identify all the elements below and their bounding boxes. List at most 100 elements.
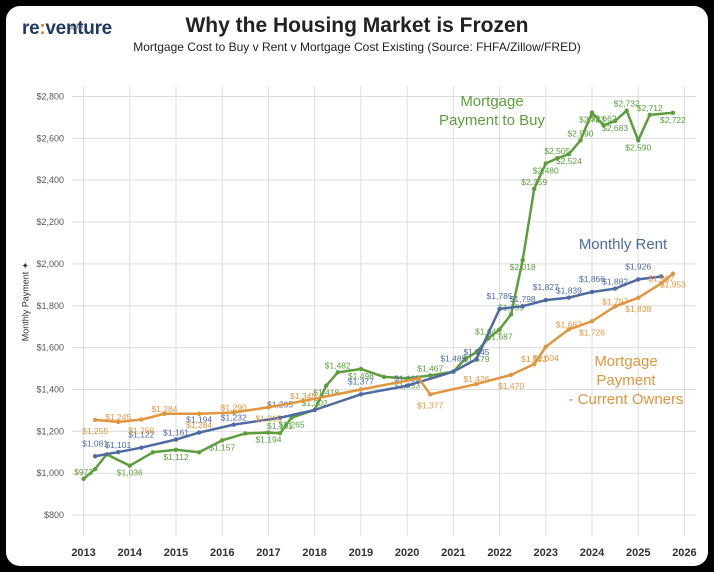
data-point-rent: [566, 295, 572, 300]
data-label-rent: $1,161: [163, 428, 189, 438]
data-point-rent: [497, 306, 502, 312]
data-point-rent: [92, 454, 98, 459]
y-tick-label: $2,200: [36, 217, 64, 227]
data-label-existing: $1,797: [602, 296, 628, 306]
data-point-rent: [659, 274, 664, 279]
data-label-buy: $2,723: [579, 115, 605, 125]
data-point-buy: [358, 366, 364, 372]
data-label-existing: $1,290: [221, 403, 247, 413]
data-label-buy: $2,359: [521, 177, 547, 187]
y-tick-label: $2,000: [36, 259, 64, 269]
data-point-buy: [381, 374, 387, 380]
data-point-existing: [566, 327, 572, 332]
data-label-rent: $1,785: [487, 291, 513, 301]
data-point-existing: [670, 271, 676, 276]
data-point-buy: [474, 349, 479, 355]
data-point-existing: [543, 344, 548, 349]
data-point-existing: [116, 419, 121, 425]
x-tick-label: 2024: [580, 547, 605, 559]
data-point-buy: [243, 431, 248, 436]
x-tick-label: 2026: [672, 547, 696, 559]
data-label-rent: $1,377: [348, 376, 374, 386]
data-label-buy: $2,524: [556, 156, 582, 166]
data-label-rent: $1,418: [394, 374, 420, 384]
x-tick-label: 2013: [71, 547, 95, 559]
logo-word-symbol: :: [39, 18, 46, 39]
data-label-buy: $2,505: [544, 146, 570, 156]
data-label-rent: $1,866: [579, 274, 605, 284]
x-tick-label: 2020: [395, 547, 419, 559]
data-point-rent: [520, 303, 525, 309]
chart-frame: re:venture APP Why the Housing Market is…: [6, 6, 708, 566]
data-point-buy: [150, 450, 156, 455]
data-label-buy: $1,157: [209, 442, 235, 452]
data-label-buy: $1,302: [302, 398, 328, 408]
data-point-buy: [532, 186, 537, 191]
data-label-rent: $1,545: [463, 347, 489, 357]
y-tick-label: $2,800: [36, 91, 64, 101]
data-point-existing: [266, 405, 271, 410]
data-label-buy: $2,712: [637, 103, 663, 113]
x-tick-label: 2018: [302, 547, 326, 559]
data-point-existing: [231, 410, 236, 415]
data-label-buy: $2,590: [567, 128, 593, 138]
data-label-existing: $1,521: [521, 354, 547, 364]
data-point-rent: [173, 437, 179, 442]
data-point-existing: [428, 392, 433, 397]
data-label-rent: $1,081: [82, 438, 108, 448]
data-point-buy: [566, 152, 572, 157]
data-label-buy: $2,662: [591, 113, 617, 123]
series-annotation-existing: - Current Owners: [568, 391, 683, 408]
data-label-existing: $1,838: [625, 304, 651, 314]
data-label-existing: $1,315: [255, 413, 281, 423]
data-point-rent: [451, 369, 456, 374]
data-label-buy: $973: [74, 467, 93, 477]
data-label-existing: $1,726: [579, 327, 605, 337]
data-point-buy: [647, 112, 652, 118]
data-label-buy: $1,265: [279, 420, 305, 430]
data-point-buy: [428, 373, 433, 378]
brand-logo[interactable]: re:venture: [22, 18, 112, 40]
data-point-buy: [220, 438, 225, 443]
data-label-rent: $1,798: [510, 294, 536, 304]
chart-subtitle: Mortgage Cost to Buy v Rent v Mortgage C…: [133, 40, 581, 54]
data-point-buy: [196, 450, 202, 455]
data-point-existing: [636, 295, 641, 301]
data-label-existing: $1,284: [151, 404, 177, 414]
data-label-buy: $2,590: [625, 142, 651, 152]
data-label-buy: $1,194: [255, 435, 281, 445]
data-point-existing: [416, 376, 421, 381]
data-point-rent: [474, 356, 479, 362]
y-tick-label: $1,200: [36, 426, 64, 436]
data-point-buy: [508, 312, 514, 317]
y-tick-label: $1,400: [36, 384, 64, 394]
data-label-existing: $1,345: [290, 391, 316, 401]
x-tick-label: 2019: [349, 547, 373, 559]
data-point-buy: [601, 123, 606, 128]
data-label-existing: $1,953: [660, 280, 686, 290]
data-point-buy: [636, 138, 641, 143]
data-label-existing: $1,245: [105, 412, 131, 422]
data-label-existing: $1,256: [128, 426, 154, 436]
series-line-rent: [94, 275, 662, 458]
data-label-existing: $1,907: [648, 273, 674, 283]
data-point-existing: [162, 411, 167, 416]
data-point-existing: [92, 417, 98, 423]
x-tick-label: 2017: [256, 547, 280, 559]
data-point-buy: [81, 476, 86, 482]
data-label-buy: $1,498: [348, 371, 374, 381]
data-point-buy: [520, 257, 525, 263]
x-tick-label: 2025: [626, 547, 650, 559]
y-tick-label: $1,600: [36, 343, 64, 353]
data-point-existing: [300, 398, 306, 404]
data-point-rent: [543, 297, 548, 303]
data-label-buy: $2,480: [533, 165, 559, 175]
data-label-buy: $2,722: [660, 115, 686, 125]
data-point-rent: [116, 449, 121, 455]
data-point-buy: [589, 110, 595, 115]
logo-word-end: venture: [45, 18, 112, 39]
data-label-buy: $1,191: [267, 421, 293, 431]
data-label-buy: $2,732: [614, 99, 640, 109]
data-point-rent: [139, 445, 144, 450]
data-label-buy: $2,683: [602, 123, 628, 133]
